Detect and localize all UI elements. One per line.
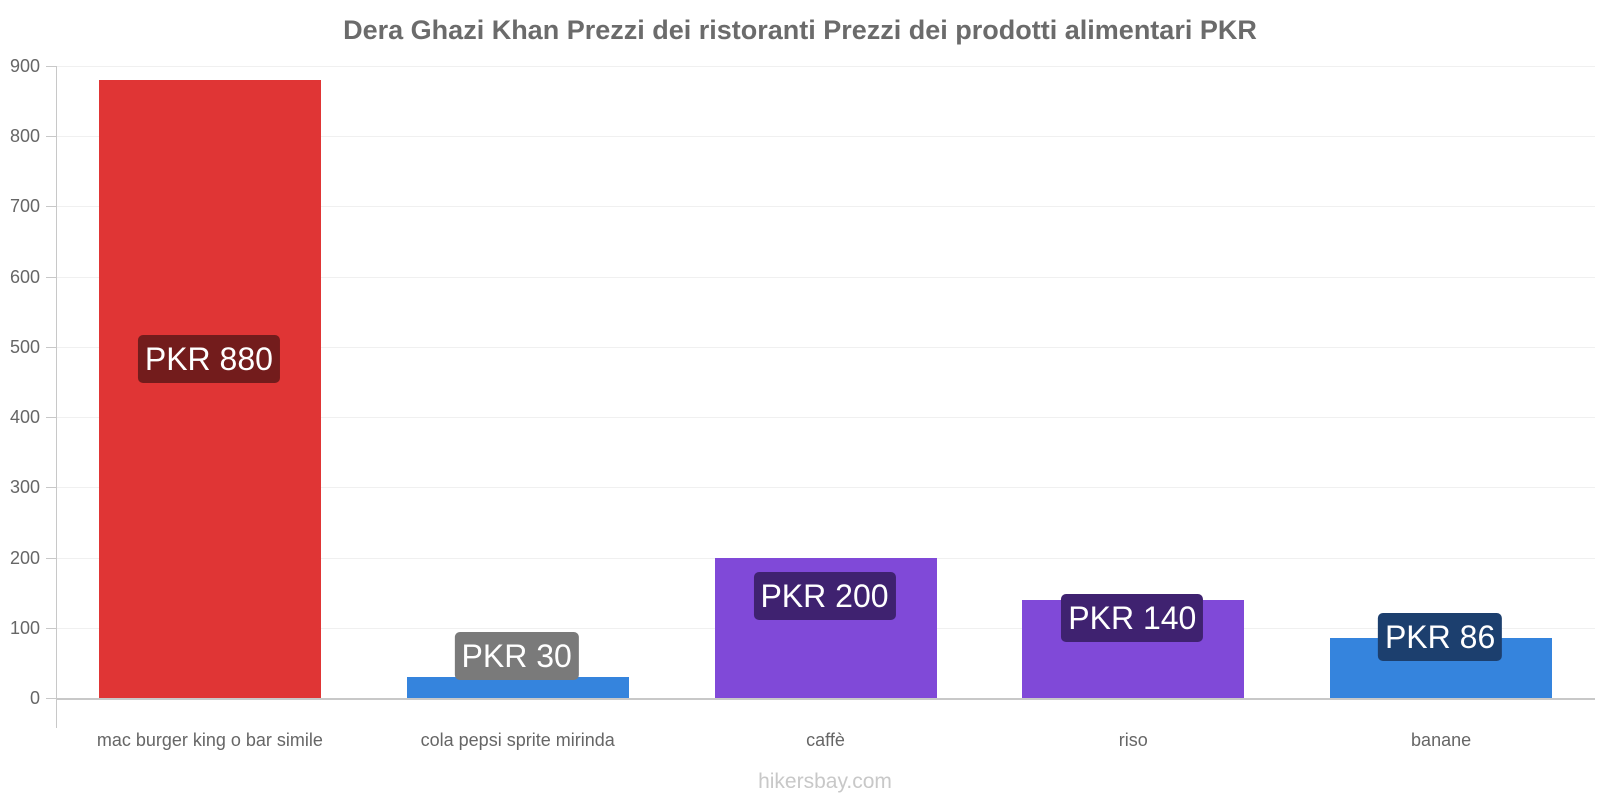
- y-tick-label: 200: [9, 547, 40, 568]
- bar-mac-burger-king-o-bar-simile[interactable]: [98, 80, 321, 698]
- y-axis-line: [56, 66, 57, 728]
- gridline: [56, 206, 1595, 208]
- y-tick-mark: [46, 698, 56, 699]
- y-tick-mark: [46, 206, 56, 208]
- y-tick-label: 700: [9, 196, 40, 217]
- y-tick-mark: [46, 136, 56, 138]
- value-label-badge: PKR 880: [137, 335, 280, 383]
- y-tick-mark: [46, 276, 56, 278]
- gridline: [56, 66, 1595, 67]
- x-category-label: riso: [1118, 730, 1148, 750]
- x-category-label: cola pepsi sprite mirinda: [420, 730, 615, 750]
- gridline: [56, 276, 1595, 278]
- value-label-badge: PKR 86: [1377, 613, 1503, 661]
- y-tick-mark: [46, 627, 56, 629]
- y-tick-label: 500: [9, 336, 40, 357]
- y-tick-mark: [46, 557, 56, 559]
- y-tick-label: 600: [9, 266, 40, 287]
- y-tick-mark: [46, 487, 56, 489]
- y-tick-label: 400: [9, 407, 40, 428]
- chart-title: Dera Ghazi Khan Prezzi dei ristoranti Pr…: [343, 15, 1257, 45]
- x-category-label: mac burger king o bar simile: [96, 730, 323, 750]
- y-tick-label: 300: [9, 477, 40, 498]
- x-axis-line: [56, 698, 1595, 700]
- gridline: [56, 136, 1595, 138]
- bar-cola-pepsi-sprite-mirinda[interactable]: [406, 676, 629, 698]
- y-tick-mark: [46, 66, 56, 67]
- gridline: [56, 487, 1595, 489]
- y-tick-label: 0: [29, 688, 40, 708]
- x-category-label: banane: [1411, 730, 1472, 750]
- y-tick-label: 800: [9, 126, 40, 147]
- y-tick-label: 100: [9, 617, 40, 638]
- footer-watermark: hikersbay.com: [758, 770, 892, 793]
- y-tick-mark: [46, 346, 56, 348]
- y-tick-label: 900: [9, 56, 40, 76]
- x-category-label: caffè: [806, 730, 845, 750]
- value-label-badge: PKR 140: [1061, 594, 1204, 642]
- y-tick-mark: [46, 417, 56, 419]
- value-label-badge: PKR 30: [454, 632, 579, 680]
- gridline: [56, 417, 1595, 419]
- gridline: [56, 346, 1595, 348]
- value-label-badge: PKR 200: [753, 572, 896, 620]
